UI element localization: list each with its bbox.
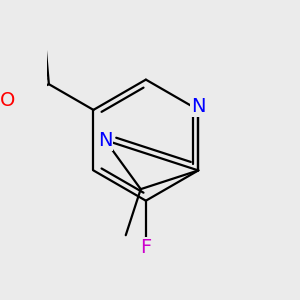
- Text: N: N: [98, 131, 112, 150]
- Text: N: N: [191, 98, 206, 116]
- Text: O: O: [0, 91, 15, 110]
- Text: F: F: [140, 238, 152, 257]
